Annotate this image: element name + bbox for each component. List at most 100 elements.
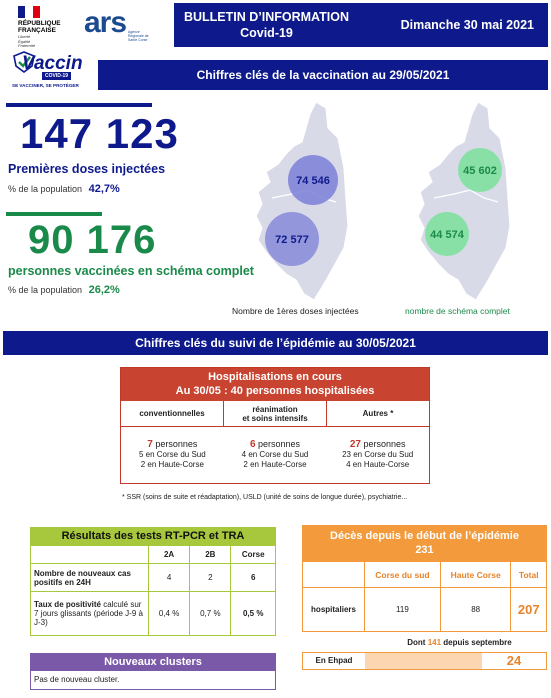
tests-header-corse: Corse: [230, 545, 276, 564]
hosp-conv-line2: 2 en Haute-Corse: [140, 460, 204, 469]
ars-logo-word: ars: [84, 6, 127, 39]
ehpad-total: 24: [482, 653, 546, 669]
hosp-autres-line2: 4 en Haute-Corse: [346, 460, 410, 469]
dont-prefix: Dont: [407, 638, 428, 647]
complete-south-value: 44 574: [430, 229, 465, 241]
header-bar: BULLETIN D’INFORMATION Covid-19 Dimanche…: [174, 3, 548, 47]
hosp-title: Hospitalisations en cours: [208, 371, 342, 383]
hosp-rea-line1: 4 en Corse du Sud: [241, 450, 309, 459]
deaths-table: Corse du sud Haute Corse Total hospitali…: [302, 561, 547, 632]
hosp-footnote: * SSR (soins de suite et réadaptation), …: [122, 494, 408, 501]
hosp-cell-autres: 27 personnes 23 en Corse du Sud 4 en Hau…: [326, 427, 429, 483]
epidemic-section-title: Chiffres clés du suivi de l’épidémie au …: [3, 331, 548, 355]
tests-new-cases-corse: 6: [230, 563, 276, 592]
positivity-label-rest: calculé sur 7 jours glissants (période J…: [34, 600, 143, 627]
deaths-header-haute: Haute Corse: [439, 561, 512, 588]
shield-check-icon: [13, 51, 35, 73]
ars-logo-sub: Agence Régionale de Santé Corse: [128, 30, 149, 42]
positivity-label-bold: Taux de positivité: [34, 600, 101, 609]
doses-north-bubble: [288, 155, 338, 205]
tests-box: Résultats des tests RT-PCR et TRA 2A 2B …: [30, 527, 276, 636]
corsica-complete-map: 45 602 44 574: [417, 101, 511, 301]
tests-positivity-2a: 0,4 %: [147, 591, 191, 636]
republique-francaise-logo: RÉPUBLIQUE FRANÇAISE Liberté Égalité Fra…: [18, 6, 80, 52]
tests-new-cases-2b: 2: [189, 563, 232, 592]
hosp-autres-line1: 23 en Corse du Sud: [342, 450, 414, 459]
hosp-count-rea: 6: [249, 439, 256, 450]
deaths-total-all: 231: [415, 544, 434, 556]
divider-blue: [6, 103, 152, 107]
ehpad-label: En Ehpad: [315, 656, 353, 665]
hosp-conv-line1: 5 en Corse du Sud: [138, 450, 206, 459]
tests-positivity-corse: 0,5 %: [230, 591, 276, 636]
deaths-box: Décès depuis le début de l’épidémie 231 …: [302, 525, 547, 670]
ehpad-shaded-cell: [365, 653, 482, 669]
rf-logo-line1: RÉPUBLIQUE: [18, 20, 61, 27]
tests-header-2a: 2A: [147, 545, 191, 564]
tests-row-positivity-label: Taux de positivité calculé sur 7 jours g…: [30, 591, 149, 636]
dont-value: 141: [427, 638, 442, 647]
deaths-row-label: hospitaliers: [302, 587, 365, 632]
corsica-doses-map: 74 546 72 577: [255, 101, 349, 301]
deaths-hospital-total: 207: [510, 587, 547, 632]
hosp-unit-conv: personnes: [152, 439, 198, 449]
hosp-col-reanimation: réanimation et soins intensifs: [224, 401, 327, 426]
hosp-col-conventional: conventionnelles: [121, 401, 224, 426]
deaths-since-september: Dont 141 depuis septembre: [372, 638, 547, 647]
tests-title: Résultats des tests RT-PCR et TRA: [30, 527, 276, 545]
covid-badge: COVID-19: [42, 72, 72, 80]
clusters-text: Pas de nouveau cluster.: [34, 675, 120, 684]
doses-south-bubble: [265, 212, 319, 266]
complete-count: 90 176: [28, 218, 157, 262]
rf-motto-2: Égalité: [18, 38, 31, 44]
vaccin-tagline: SE VACCINER, SE PROTÉGER: [12, 83, 79, 88]
clusters-box: Nouveaux clusters Pas de nouveau cluster…: [30, 653, 276, 690]
doses-south-value: 72 577: [275, 234, 309, 246]
hosp-cell-reanimation: 6 personnes 4 en Corse du Sud 2 en Haute…: [224, 427, 327, 483]
hosp-rea-line2: 2 en Haute-Corse: [243, 460, 307, 469]
tests-header-2b: 2B: [189, 545, 232, 564]
hosp-cell-conventional: 7 personnes 5 en Corse du Sud 2 en Haute…: [121, 427, 224, 483]
tests-new-cases-2a: 4: [147, 563, 191, 592]
complete-pct-label: % de la population: [8, 285, 83, 295]
tests-row-new-cases-label: Nombre de nouveaux cas positifs en 24H: [30, 563, 149, 592]
hosp-col-autres: Autres *: [362, 409, 394, 418]
french-flag-icon: [18, 6, 40, 18]
deaths-sud-value: 119: [364, 587, 441, 632]
complete-pct-line: % de la population 26,2%: [8, 284, 120, 296]
doses-map-caption: Nombre de 1ères doses injectées: [232, 306, 359, 316]
rf-motto-3: Fraternité: [18, 43, 36, 48]
bulletin-date: Dimanche 30 mai 2021: [400, 18, 534, 32]
vaccination-section-title: Chiffres clés de la vaccination au 29/05…: [98, 60, 548, 90]
hosp-subtitle: Au 30/05 : 40 personnes hospitalisées: [175, 385, 375, 397]
hosp-unit-autres: personnes: [360, 439, 406, 449]
clusters-title: Nouveaux clusters: [31, 654, 275, 671]
rf-logo-line2: FRANÇAISE: [18, 27, 56, 34]
first-pct-label: % de la population: [8, 184, 83, 194]
complete-north-bubble: [458, 148, 502, 192]
hosp-count-conv: 7: [147, 439, 153, 450]
first-doses-pct-line: % de la population 42,7%: [8, 183, 120, 195]
rf-motto-1: Liberté: [18, 34, 31, 39]
hosp-unit-rea: personnes: [255, 439, 301, 449]
deaths-title: Décès depuis le début de l’épidémie: [330, 530, 519, 542]
tests-header-empty: [30, 545, 149, 564]
deaths-header-total: Total: [510, 561, 547, 588]
hospitalisations-box: Hospitalisations en cours Au 30/05 : 40 …: [120, 367, 430, 484]
first-pct-value: 42,7%: [88, 183, 120, 195]
hosp-count-autres: 27: [349, 439, 361, 450]
complete-north-value: 45 602: [463, 165, 497, 177]
tests-table: 2A 2B Corse Nombre de nouveaux cas posit…: [30, 545, 276, 636]
doses-north-value: 74 546: [296, 175, 330, 187]
bulletin-subtitle: Covid-19: [240, 26, 293, 40]
vaccin-covid-logo: Vaccin COVID-19 SE VACCINER, SE PROTÉGER: [12, 49, 94, 95]
tests-positivity-2b: 0,7 %: [189, 591, 232, 636]
deaths-header-empty: [302, 561, 365, 588]
deaths-header-sud: Corse du sud: [364, 561, 441, 588]
complete-map-caption: nombre de schéma complet: [405, 306, 510, 316]
complete-pct-value: 26,2%: [88, 284, 120, 296]
dont-suffix: depuis septembre: [441, 638, 512, 647]
first-doses-label: Premières doses injectées: [8, 162, 166, 176]
vaccin-word: Vaccin: [22, 53, 83, 74]
complete-label: personnes vaccinées en schéma complet: [8, 264, 254, 278]
